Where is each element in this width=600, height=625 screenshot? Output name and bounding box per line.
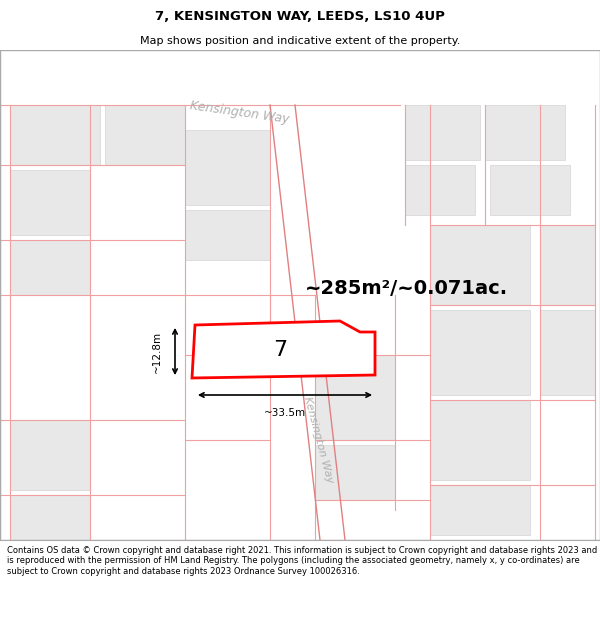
Polygon shape: [430, 225, 530, 305]
Polygon shape: [105, 105, 185, 165]
Polygon shape: [430, 310, 530, 395]
Polygon shape: [540, 310, 595, 395]
Polygon shape: [315, 445, 395, 500]
Text: 7: 7: [273, 340, 287, 360]
Text: Kensington Way: Kensington Way: [190, 99, 290, 126]
Text: Kensington Way: Kensington Way: [302, 396, 334, 484]
Polygon shape: [490, 165, 570, 215]
Text: 7, KENSINGTON WAY, LEEDS, LS10 4UP: 7, KENSINGTON WAY, LEEDS, LS10 4UP: [155, 10, 445, 23]
Polygon shape: [10, 240, 90, 295]
Polygon shape: [10, 495, 90, 540]
Polygon shape: [192, 321, 375, 378]
Polygon shape: [485, 105, 565, 160]
Polygon shape: [10, 105, 100, 165]
Polygon shape: [540, 225, 595, 305]
Text: Map shows position and indicative extent of the property.: Map shows position and indicative extent…: [140, 36, 460, 46]
Polygon shape: [405, 165, 475, 215]
Polygon shape: [10, 420, 90, 490]
Polygon shape: [405, 105, 480, 160]
Text: ~285m²/~0.071ac.: ~285m²/~0.071ac.: [305, 279, 508, 298]
Text: Contains OS data © Crown copyright and database right 2021. This information is : Contains OS data © Crown copyright and d…: [7, 546, 598, 576]
Polygon shape: [430, 485, 530, 535]
Polygon shape: [185, 130, 270, 205]
Text: ~12.8m: ~12.8m: [152, 331, 162, 372]
Polygon shape: [315, 355, 395, 440]
Polygon shape: [185, 210, 270, 260]
Text: ~33.5m: ~33.5m: [264, 408, 306, 418]
Polygon shape: [430, 400, 530, 480]
Polygon shape: [10, 170, 90, 235]
